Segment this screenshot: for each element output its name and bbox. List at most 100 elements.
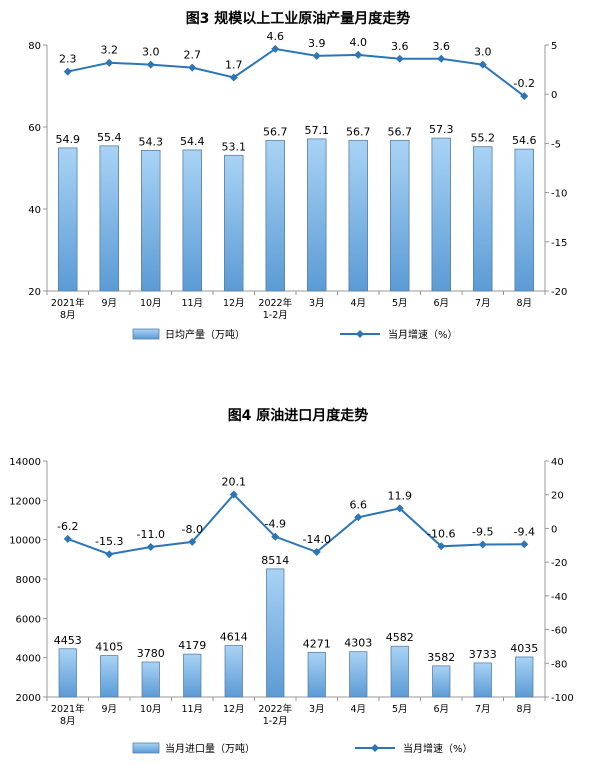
c1-growth-label: 2.7 [184, 49, 202, 62]
c2-growth-label: -9.5 [472, 525, 493, 538]
c1-growth-label: 3.0 [142, 46, 160, 59]
c1-bar [473, 146, 493, 292]
c1-bar-label: 57.3 [429, 123, 454, 136]
c2-category-label: 9月 [101, 704, 117, 715]
c1-category-label: 2022年 1-2月 [258, 297, 292, 321]
c2-growth-label: -14.0 [303, 533, 331, 546]
c2-left-tick-label: 4000 [16, 654, 41, 665]
c2-bar-label: 4453 [54, 634, 82, 647]
c2-growth-line [67, 493, 525, 556]
c2-bar [515, 656, 534, 698]
c2-bar-label: 4105 [95, 641, 123, 654]
c2-left-tick-label: 14000 [9, 457, 41, 468]
c1-bar [141, 149, 161, 292]
c2-bar [307, 651, 326, 698]
c1-right-tick-label: -20 [551, 287, 567, 298]
c2-growth-label: -8.0 [182, 523, 203, 536]
c1-right-tick-label: 0 [551, 90, 557, 101]
c2-growth-point [312, 548, 321, 557]
c2-category-label: 2021年 8月 [51, 703, 85, 727]
c1-category-label: 5月 [392, 298, 408, 309]
c1-category-label: 10月 [140, 298, 162, 309]
c1-bar [307, 138, 327, 292]
c2-bar-label: 3733 [469, 648, 497, 661]
c1-bar [431, 137, 451, 292]
c2-left-tick-label: 6000 [16, 614, 41, 625]
c2-right-tick-label: -20 [551, 558, 567, 569]
c2-right-tick-label: 20 [551, 491, 564, 502]
c1-legend-line-label: 当月增速（%） [388, 328, 458, 341]
c1-growth-point [105, 58, 114, 67]
c2-growth-label: 11.9 [388, 489, 413, 502]
c1-growth-label: 3.9 [308, 37, 326, 50]
c1-left-tick-label: 40 [28, 205, 41, 216]
c1-growth-point [146, 60, 155, 69]
c2-bar-label: 3582 [427, 651, 455, 664]
c1-category-label: 4月 [350, 298, 366, 309]
c2-legend-bar-label: 当月进口量（万吨） [165, 742, 255, 755]
c2-bar-label: 4582 [386, 631, 414, 644]
c2-bar-label: 3780 [137, 647, 165, 660]
c1-growth-point [312, 51, 321, 60]
c2-growth-label: 6.6 [350, 498, 368, 511]
c1-growth-point [478, 60, 487, 69]
c2-left-tick-label: 2000 [16, 693, 41, 704]
c1-right-tick-label: 5 [551, 41, 557, 52]
c2-growth-point [229, 490, 238, 499]
c1-left-tick-label: 20 [28, 287, 41, 298]
c1-right-tick-label: -5 [551, 139, 561, 150]
c2-bar-label: 4303 [344, 637, 372, 650]
c1-bar-label: 57.1 [305, 124, 330, 137]
c1-bar-label: 55.4 [97, 131, 122, 144]
c2-category-label: 8月 [516, 704, 532, 715]
c2-bar-label: 4179 [178, 639, 206, 652]
c1-growth-label: 3.6 [391, 40, 409, 53]
c1-growth-label: 4.6 [267, 30, 285, 43]
c1-bar-label: 53.1 [222, 140, 247, 153]
c1-category-label: 8月 [516, 298, 532, 309]
c2-bar-label: 4271 [303, 637, 331, 650]
c1-bar-label: 56.7 [263, 126, 288, 139]
c1-growth-point [520, 92, 529, 101]
c2-growth-point [63, 534, 72, 543]
c1-growth-label: 1.7 [225, 58, 243, 71]
c2-bar-label: 8514 [261, 554, 289, 567]
c2-category-label: 6月 [433, 704, 449, 715]
c2-right-tick-label: -80 [551, 659, 567, 670]
c2-category-label: 5月 [392, 704, 408, 715]
c2-growth-point [146, 542, 155, 551]
c2-legend-bar-swatch [132, 742, 160, 754]
c2-legend-line-label: 当月增速（%） [403, 742, 473, 755]
c2-growth-label: -6.2 [57, 520, 78, 533]
c2-category-label: 3月 [309, 704, 325, 715]
c1-right-tick-label: -15 [551, 238, 567, 249]
c1-bar-label: 54.4 [180, 135, 205, 148]
c1-growth-point [63, 67, 72, 76]
c1-bar [99, 145, 119, 292]
c1-growth-label: 3.0 [474, 46, 492, 59]
c2-category-label: 4月 [350, 704, 366, 715]
c1-category-label: 12月 [223, 298, 245, 309]
c2-category-label: 2022年 1-2月 [258, 703, 292, 727]
c1-bar [58, 147, 78, 292]
chart-1-title: 图3 规模以上工业原油产量月度走势 [185, 11, 411, 27]
c2-growth-point [188, 537, 197, 546]
c2-category-label: 12月 [223, 704, 245, 715]
c2-right-tick-label: 0 [551, 524, 557, 535]
c1-left-tick-label: 80 [28, 41, 41, 52]
c1-growth-point [354, 50, 363, 59]
c2-bar [100, 655, 119, 698]
c1-legend-line-marker [356, 330, 364, 338]
c2-bar [58, 648, 77, 698]
chart-1-production: 20 40 60 80 5 0 -5 -10 -15 -20 2021年 8月 9月 10月 11月 12月 2… [28, 30, 567, 341]
c2-left-tick-label: 12000 [9, 496, 41, 507]
c1-growth-point [271, 44, 280, 53]
c1-bar [182, 149, 202, 292]
c2-growth-point [437, 542, 446, 551]
c1-right-tick-label: -10 [551, 189, 567, 200]
c2-right-tick-label: 40 [551, 457, 564, 468]
c1-bar [224, 154, 244, 292]
c2-growth-label: -11.0 [137, 528, 165, 541]
c2-right-tick-label: -100 [551, 693, 574, 704]
